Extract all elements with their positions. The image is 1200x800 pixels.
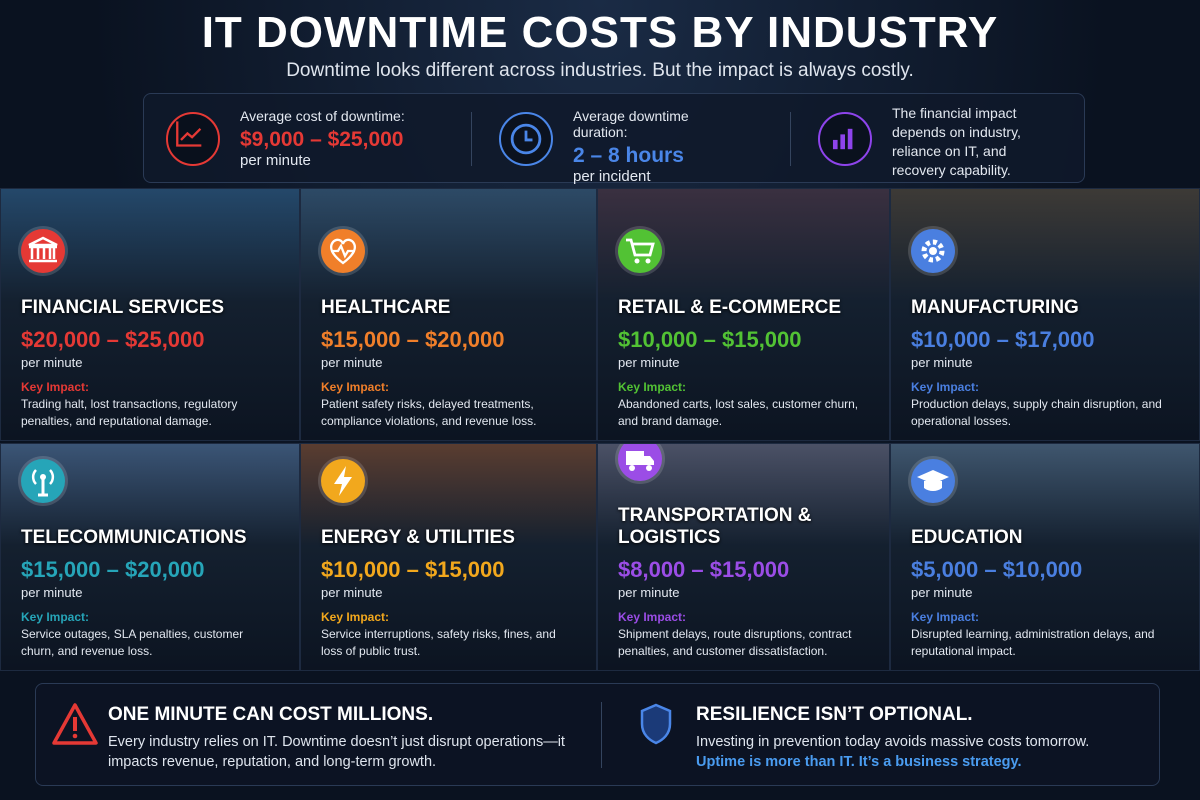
footer-right-title: RESILIENCE ISN’T OPTIONAL.	[696, 704, 973, 725]
stat-text: The financial impact depends on industry…	[892, 104, 1052, 180]
cost-range: $15,000 – $20,000	[21, 557, 205, 582]
industry-icon	[618, 229, 662, 273]
stat-value: 2 – 8 hours	[573, 144, 684, 167]
cost-unit: per minute	[321, 585, 383, 600]
card-body: TRANSPORTATION & LOGISTICS $8,000 – $15,0…	[618, 444, 881, 660]
industry-card: TRANSPORTATION & LOGISTICS $8,000 – $15,0…	[597, 443, 890, 671]
impact-label: Key Impact:	[321, 610, 390, 624]
cost-range: $10,000 – $17,000	[911, 327, 1095, 352]
industry-icon	[911, 459, 955, 503]
impact-text: Patient safety risks, delayed treatments…	[321, 397, 537, 428]
industry-name: HEALTHCARE	[321, 297, 451, 318]
industry-name: RETAIL & E-COMMERCE	[618, 297, 842, 318]
card-body: ENERGY & UTILITIES $10,000 – $15,000 per m…	[321, 459, 588, 660]
cost-unit: per minute	[21, 355, 83, 370]
divider	[471, 112, 472, 166]
industry-card: HEALTHCARE $15,000 – $20,000 per minute Key…	[300, 188, 597, 441]
industry-name: MANUFACTURING	[911, 297, 1079, 318]
title: IT DOWNTIME COSTS BY INDUSTRY	[201, 8, 999, 57]
industry-card: ENERGY & UTILITIES $10,000 – $15,000 per m…	[300, 443, 597, 671]
industry-name: TRANSPORTATION & LOGISTICS	[618, 505, 812, 548]
stat-text: Average downtime duration: 2 – 8 hours per…	[573, 108, 743, 185]
stat: The financial impact depends on industry…	[818, 94, 1118, 184]
impact-label: Key Impact:	[911, 380, 980, 394]
stat-label: Average downtime duration:	[573, 108, 689, 140]
cost-unit: per minute	[911, 585, 973, 600]
industry-icon	[911, 229, 955, 273]
cost-range: $5,000 – $10,000	[911, 557, 1083, 582]
footer-left-title: ONE MINUTE CAN COST MILLIONS.	[108, 704, 434, 725]
footer-right-text: Investing in prevention today avoids mas…	[696, 734, 1090, 750]
stat-icon	[818, 112, 872, 166]
industry-icon	[21, 229, 65, 273]
cost-range: $8,000 – $15,000	[618, 557, 790, 582]
impact-text: Trading halt, lost transactions, regulat…	[21, 397, 238, 428]
card-body: HEALTHCARE $15,000 – $20,000 per minute Key…	[321, 229, 588, 430]
industry-icon	[321, 459, 365, 503]
card-body: TELECOMMUNICATIONS $15,000 – $20,000 per m…	[21, 459, 291, 660]
industry-card: FINANCIAL SERVICES $20,000 – $25,000 per m…	[0, 188, 300, 441]
cost-unit: per minute	[618, 355, 680, 370]
shield-icon	[640, 703, 672, 745]
impact-label: Key Impact:	[21, 380, 90, 394]
industry-name: ENERGY & UTILITIES	[321, 527, 515, 548]
footer-emphasis: Uptime is more than IT. It’s a business …	[696, 754, 1022, 770]
stat-icon	[499, 112, 553, 166]
industry-icon	[321, 229, 365, 273]
footer-left-text: Every industry relies on IT. Downtime do…	[108, 734, 565, 770]
impact-label: Key Impact:	[618, 610, 687, 624]
industry-name: EDUCATION	[911, 527, 1023, 548]
impact-text: Service interruptions, safety risks, fin…	[321, 627, 556, 658]
cost-range: $20,000 – $25,000	[21, 327, 205, 352]
cost-range: $10,000 – $15,000	[321, 557, 505, 582]
impact-label: Key Impact:	[321, 380, 390, 394]
impact-label: Key Impact:	[21, 610, 90, 624]
impact-text: Service outages, SLA penalties, customer…	[21, 627, 244, 658]
stat: Average downtime duration: 2 – 8 hours per…	[499, 94, 799, 185]
impact-text: Shipment delays, route disruptions, cont…	[618, 627, 852, 658]
impact-text: Abandoned carts, lost sales, customer ch…	[618, 397, 859, 428]
cost-unit: per minute	[618, 585, 680, 600]
divider	[790, 112, 791, 166]
cost-range: $10,000 – $15,000	[618, 327, 802, 352]
impact-text: Production delays, supply chain disrupti…	[911, 397, 1162, 428]
card-body: MANUFACTURING $10,000 – $17,000 per minute…	[911, 229, 1191, 430]
footer-panel: ONE MINUTE CAN COST MILLIONS. Every indu…	[35, 683, 1160, 786]
cost-unit: per minute	[321, 355, 383, 370]
stat: Average cost of downtime: $9,000 – $25,00…	[166, 94, 466, 184]
cost-unit: per minute	[911, 355, 973, 370]
cost-range: $15,000 – $20,000	[321, 327, 505, 352]
industry-icon	[618, 444, 662, 481]
industry-name: FINANCIAL SERVICES	[21, 297, 225, 318]
divider	[601, 702, 602, 768]
cost-unit: per minute	[21, 585, 83, 600]
impact-label: Key Impact:	[911, 610, 980, 624]
industry-card: EDUCATION $5,000 – $10,000 per minute Key I…	[890, 443, 1200, 671]
industry-name: TELECOMMUNICATIONS	[21, 527, 247, 548]
stats-panel: Average cost of downtime: $9,000 – $25,00…	[143, 93, 1085, 185]
subtitle: Downtime looks different across industri…	[286, 60, 914, 81]
card-body: RETAIL & E-COMMERCE $10,000 – $15,000 per …	[618, 229, 881, 430]
impact-text: Disrupted learning, administration delay…	[911, 627, 1155, 658]
stat-value: $9,000 – $25,000	[240, 128, 404, 151]
card-body: EDUCATION $5,000 – $10,000 per minute Key I…	[911, 459, 1191, 660]
stat-text: Average cost of downtime: $9,000 – $25,00…	[240, 108, 410, 169]
industry-card: MANUFACTURING $10,000 – $17,000 per minute…	[890, 188, 1200, 441]
stat-note: The financial impact depends on industry…	[892, 105, 1021, 178]
stat-unit: per minute	[240, 152, 311, 169]
impact-label: Key Impact:	[618, 380, 687, 394]
stat-unit: per incident	[573, 168, 651, 185]
industry-card: TELECOMMUNICATIONS $15,000 – $20,000 per m…	[0, 443, 300, 671]
stat-icon	[166, 112, 220, 166]
industry-card: RETAIL & E-COMMERCE $10,000 – $15,000 per …	[597, 188, 890, 441]
warning-icon	[52, 703, 98, 745]
industry-icon	[21, 459, 65, 503]
stat-label: Average cost of downtime:	[240, 108, 405, 124]
card-body: FINANCIAL SERVICES $20,000 – $25,000 per m…	[21, 229, 291, 430]
